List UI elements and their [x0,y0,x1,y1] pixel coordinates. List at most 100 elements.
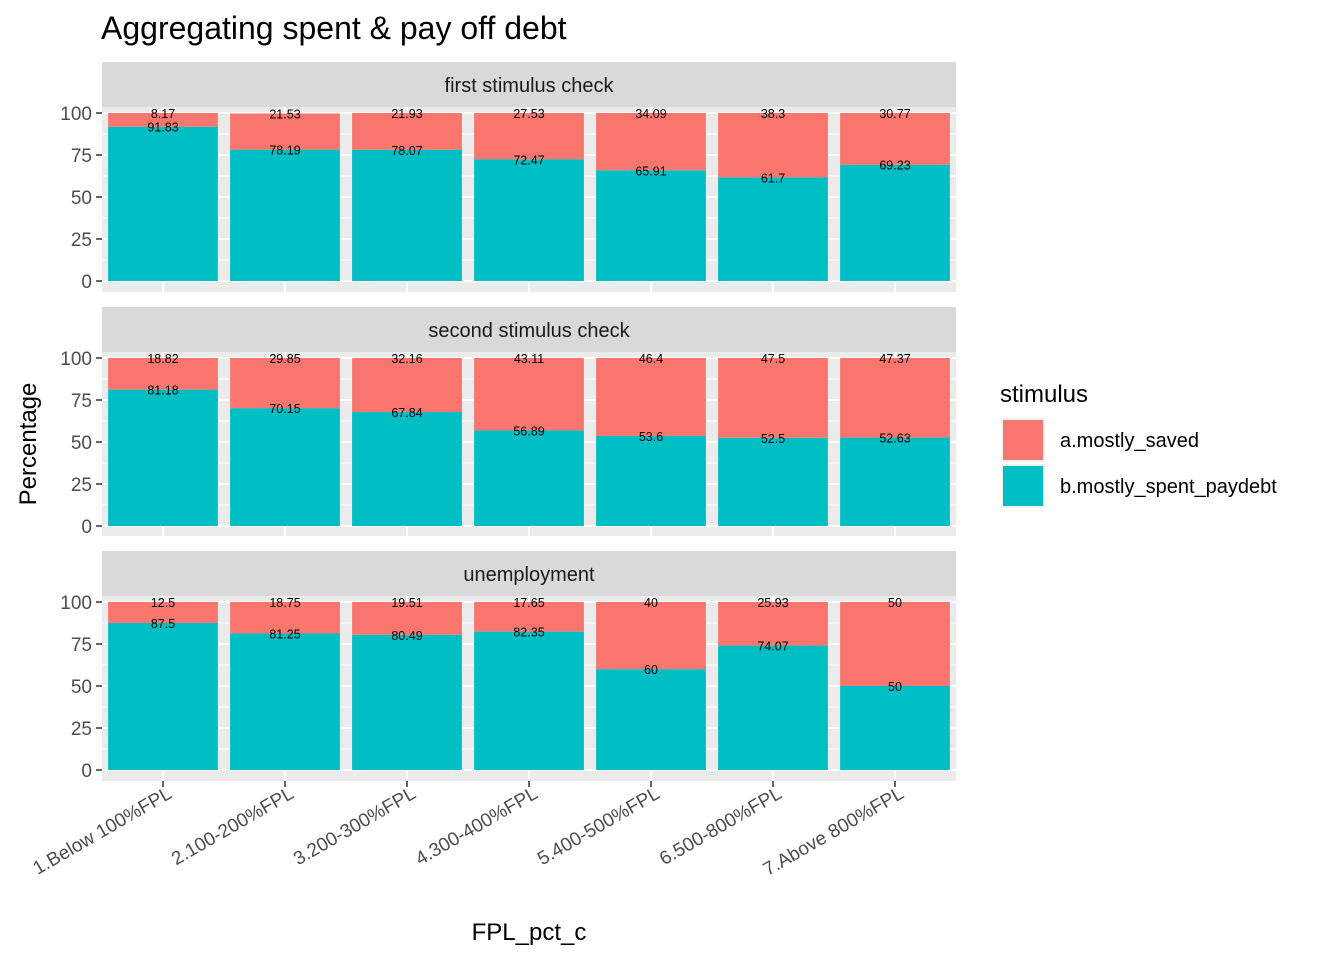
data-label-saved: 46.4 [639,352,663,366]
data-label-spent-paydebt: 61.7 [761,171,785,185]
data-label-spent-paydebt: 65.91 [635,164,666,178]
x-tick-label: 1.Below 100%FPL [30,783,176,879]
y-axis-title: Percentage [15,383,42,506]
data-label-saved: 40 [644,596,658,610]
legend-key-swatch [1003,420,1043,460]
data-label-saved: 34.09 [635,107,666,121]
bar-segment-saved [474,358,584,431]
x-axis-ticks: 1.Below 100%FPL2.100-200%FPL3.200-300%FP… [30,781,908,881]
bar-segment-saved [718,358,828,438]
data-label-spent-paydebt: 52.5 [761,432,785,446]
bar-segment-spent-paydebt [596,669,706,770]
y-tick-label: 0 [81,517,92,538]
bar-segment-saved [840,113,950,165]
bar-segment-spent-paydebt [474,159,584,281]
data-label-saved: 38.3 [761,107,785,121]
data-label-saved: 29.85 [269,352,300,366]
x-tick-label: 6.500-800%FPL [656,783,785,870]
legend-title: stimulus [1000,381,1088,408]
legend: stimulus a.mostly_saved b.mostly_spent_pa… [1000,381,1277,508]
facet-strip [102,307,956,352]
bar-segment-saved [352,602,462,635]
bar-segment-saved [596,113,706,171]
y-tick-label: 100 [60,349,92,370]
data-label-saved: 47.37 [879,352,910,366]
data-label-spent-paydebt: 91.83 [147,121,178,135]
legend-label: b.mostly_spent_paydebt [1060,476,1277,498]
y-tick-label: 100 [60,593,92,614]
bar-segment-saved [352,358,462,413]
data-label-spent-paydebt: 53.6 [639,430,663,444]
bar-segment-saved [596,602,706,670]
data-label-spent-paydebt: 72.47 [513,153,544,167]
data-label-spent-paydebt: 81.18 [147,384,178,398]
data-label-saved: 18.82 [147,352,178,366]
data-label-spent-paydebt: 87.5 [151,617,175,631]
x-tick-label: 5.400-500%FPL [534,783,663,870]
legend-key-swatch [1003,466,1043,506]
data-label-saved: 25.93 [757,596,788,610]
bar-segment-saved [840,602,950,686]
data-label-spent-paydebt: 81.25 [269,628,300,642]
y-tick-label: 75 [71,635,92,656]
data-label-saved: 27.53 [513,107,544,121]
x-tick-label: 3.200-300%FPL [290,783,419,870]
y-tick-label: 50 [71,677,92,698]
data-label-saved: 18.75 [269,596,300,610]
bar-segment-spent-paydebt [718,177,828,281]
bar-segment-saved [718,602,828,646]
bar-segment-spent-paydebt [474,430,584,526]
data-label-spent-paydebt: 69.23 [879,159,910,173]
x-axis-title: FPL_pct_c [472,919,587,946]
legend-label: a.mostly_saved [1060,430,1199,452]
bar-segment-spent-paydebt [596,435,706,526]
bar-segment-saved [230,602,340,634]
bar-segment-spent-paydebt [108,126,218,281]
bar-segment-spent-paydebt [596,170,706,281]
y-tick-label: 50 [71,433,92,454]
data-label-saved: 50 [888,596,902,610]
bar-segment-spent-paydebt [108,389,218,526]
bar-segment-spent-paydebt [718,645,828,770]
facet-strip [102,62,956,107]
facet-strip [102,551,956,596]
y-tick-label: 0 [81,272,92,293]
y-tick-label: 50 [71,188,92,209]
data-label-spent-paydebt: 74.07 [757,640,788,654]
y-tick-label: 75 [71,391,92,412]
bar-segment-spent-paydebt [230,149,340,281]
bar-segment-spent-paydebt [108,623,218,770]
bar-segment-saved [474,602,584,632]
bar-segment-spent-paydebt [718,437,828,526]
bar-segment-spent-paydebt [352,149,462,281]
bar-segment-spent-paydebt [352,634,462,770]
y-tick-label: 25 [71,475,92,496]
facet-strip-label: second stimulus check [428,320,630,342]
bar-segment-saved [352,113,462,150]
bar-segment-saved [718,113,828,178]
data-label-saved: 17.65 [513,596,544,610]
x-tick-label: 2.100-200%FPL [168,783,297,870]
bar-segment-spent-paydebt [840,686,950,770]
data-label-saved: 47.5 [761,352,785,366]
y-tick-label: 75 [71,146,92,167]
data-label-spent-paydebt: 70.15 [269,402,300,416]
data-label-spent-paydebt: 60 [644,663,658,677]
data-label-saved: 21.53 [269,107,300,121]
y-tick-label: 100 [60,104,92,125]
data-label-spent-paydebt: 67.84 [391,406,422,420]
data-label-saved: 30.77 [879,107,910,121]
data-label-spent-paydebt: 50 [888,680,902,694]
x-tick-label: 4.300-400%FPL [412,783,541,870]
data-label-saved: 19.51 [391,596,422,610]
facet-strip-label: first stimulus check [445,75,615,97]
data-label-spent-paydebt: 80.49 [391,629,422,643]
bar-segment-spent-paydebt [352,412,462,526]
bar-segment-saved [840,358,950,438]
bar-segment-spent-paydebt [840,164,950,281]
data-label-saved: 32.16 [391,352,422,366]
data-label-spent-paydebt: 82.35 [513,626,544,640]
